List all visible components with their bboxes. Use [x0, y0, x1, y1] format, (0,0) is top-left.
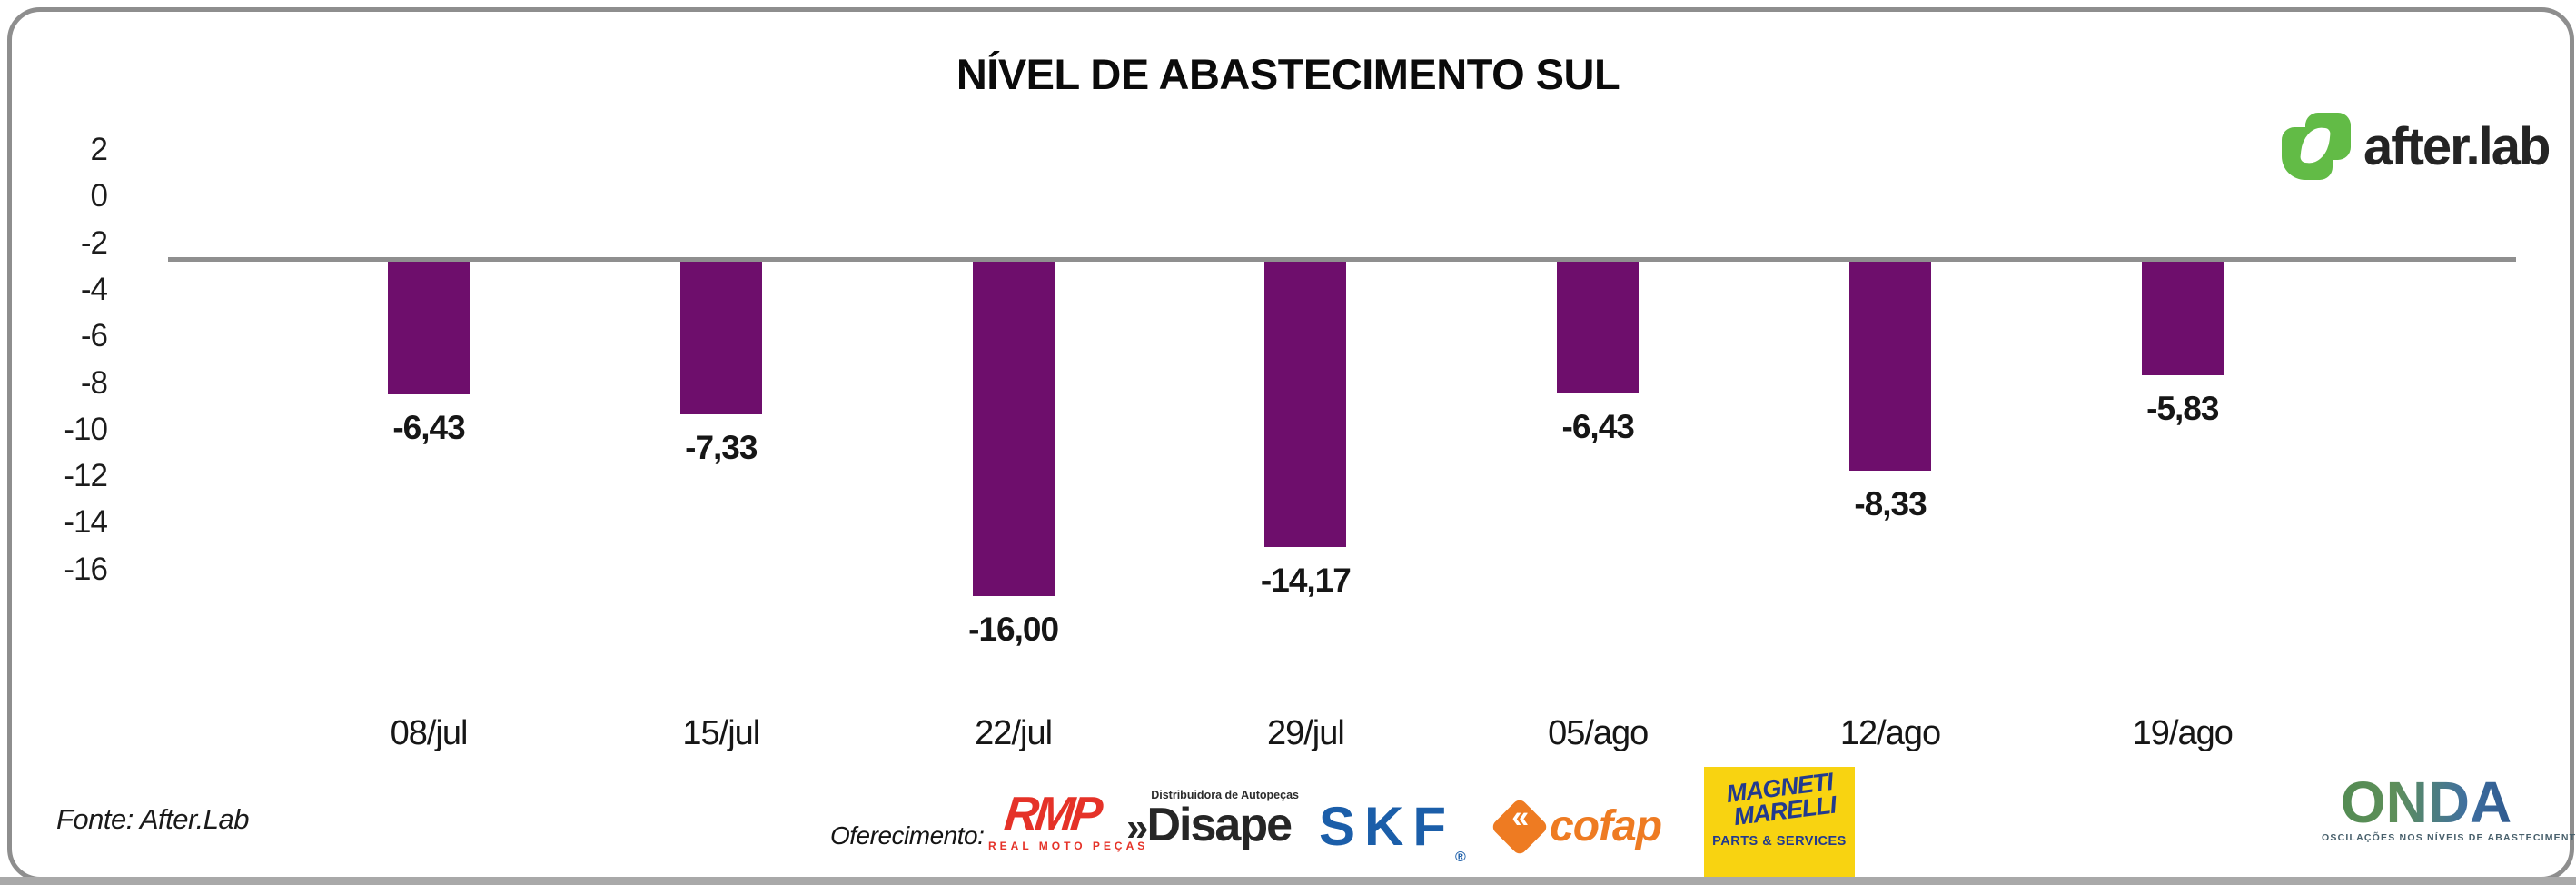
sponsor-logo-rmp: RMP REAL MOTO PEÇAS: [988, 788, 1149, 852]
bar: [2141, 262, 2224, 375]
disape-chevrons-icon: »: [1126, 805, 1149, 850]
bar: [679, 262, 762, 414]
bar-value-label: -14,17: [1260, 562, 1352, 599]
bar: [1849, 262, 1931, 471]
bar-value-label: -5,83: [2146, 390, 2219, 427]
y-tick-label: -12: [64, 458, 108, 494]
onda-logo: ONDA OSCILAÇÕES NOS NÍVEIS DE ABASTECIME…: [2322, 773, 2576, 843]
afterlab-leaf-icon: [2282, 113, 2351, 182]
rmp-logo-text: RMP: [1002, 788, 1102, 840]
afterlab-logo: after.lab: [2282, 109, 2554, 185]
bottom-edge-band: [0, 877, 2576, 885]
bar: [1264, 262, 1347, 547]
source-note: Fonte: After.Lab: [56, 803, 250, 835]
bar: [1557, 262, 1640, 393]
disape-logo-text: »Disape: [1126, 801, 1299, 851]
bar-value-label: -16,00: [968, 611, 1059, 648]
y-tick-label: -16: [64, 551, 108, 587]
y-tick-label: -2: [80, 224, 108, 261]
bar: [388, 262, 470, 394]
bar-value-label: -6,43: [392, 409, 465, 446]
y-tick-label: 2: [90, 132, 108, 167]
y-tick-label: 0: [90, 178, 108, 214]
x-tick-label: 19/ago: [2132, 714, 2234, 752]
x-tick-label: 05/ago: [1548, 714, 1649, 752]
axis-baseline: [168, 257, 2516, 262]
onda-logo-text: ONDA: [2322, 773, 2531, 831]
y-tick-label: -14: [64, 504, 108, 541]
rmp-logo-tagline: REAL MOTO PEÇAS: [988, 840, 1149, 852]
cofap-arrow-icon: «: [1490, 796, 1550, 857]
bar-value-label: -7,33: [685, 429, 758, 466]
bar-value-label: -6,43: [1561, 408, 1635, 445]
sponsor-logo-magneti-marelli: MAGNETI MARELLI PARTS & SERVICES: [1704, 767, 1855, 878]
onda-logo-tagline: OSCILAÇÕES NOS NÍVEIS DE ABASTECIMENTO E…: [2322, 832, 2576, 843]
afterlab-logo-text: after.lab: [2363, 117, 2551, 176]
bar-value-label: -8,33: [1854, 485, 1927, 522]
y-tick-label: -8: [80, 364, 108, 401]
skf-name: SKF: [1319, 796, 1455, 857]
sponsor-logo-disape: Distribuidora de Autopeças »Disape: [1126, 789, 1299, 851]
x-tick-label: 12/ago: [1839, 714, 1941, 752]
bar: [972, 262, 1055, 596]
y-tick-label: -10: [64, 411, 108, 447]
chart-title: NÍVEL DE ABASTECIMENTO SUL: [956, 50, 1620, 98]
disape-name: Disape: [1146, 799, 1293, 851]
parts-services-line: PARTS & SERVICES: [1712, 834, 1847, 849]
sponsor-logo-cofap: « cofap: [1490, 796, 1662, 857]
x-tick-label: 22/jul: [975, 714, 1053, 752]
registered-mark-icon: ®: [1455, 850, 1466, 865]
x-tick-label: 08/jul: [390, 714, 469, 752]
y-tick-label: -4: [80, 271, 108, 307]
y-tick-label: -6: [80, 318, 108, 354]
sponsor-logo-skf: SKF®: [1319, 800, 1466, 885]
sponsors-label: Oferecimento:: [830, 821, 985, 850]
x-tick-label: 29/jul: [1266, 714, 1345, 752]
cofap-chevron-glyph: «: [1511, 800, 1530, 835]
disape-logo-tagline: Distribuidora de Autopeças: [1151, 789, 1299, 801]
x-tick-label: 15/jul: [682, 714, 760, 752]
cofap-name: cofap: [1550, 802, 1662, 850]
